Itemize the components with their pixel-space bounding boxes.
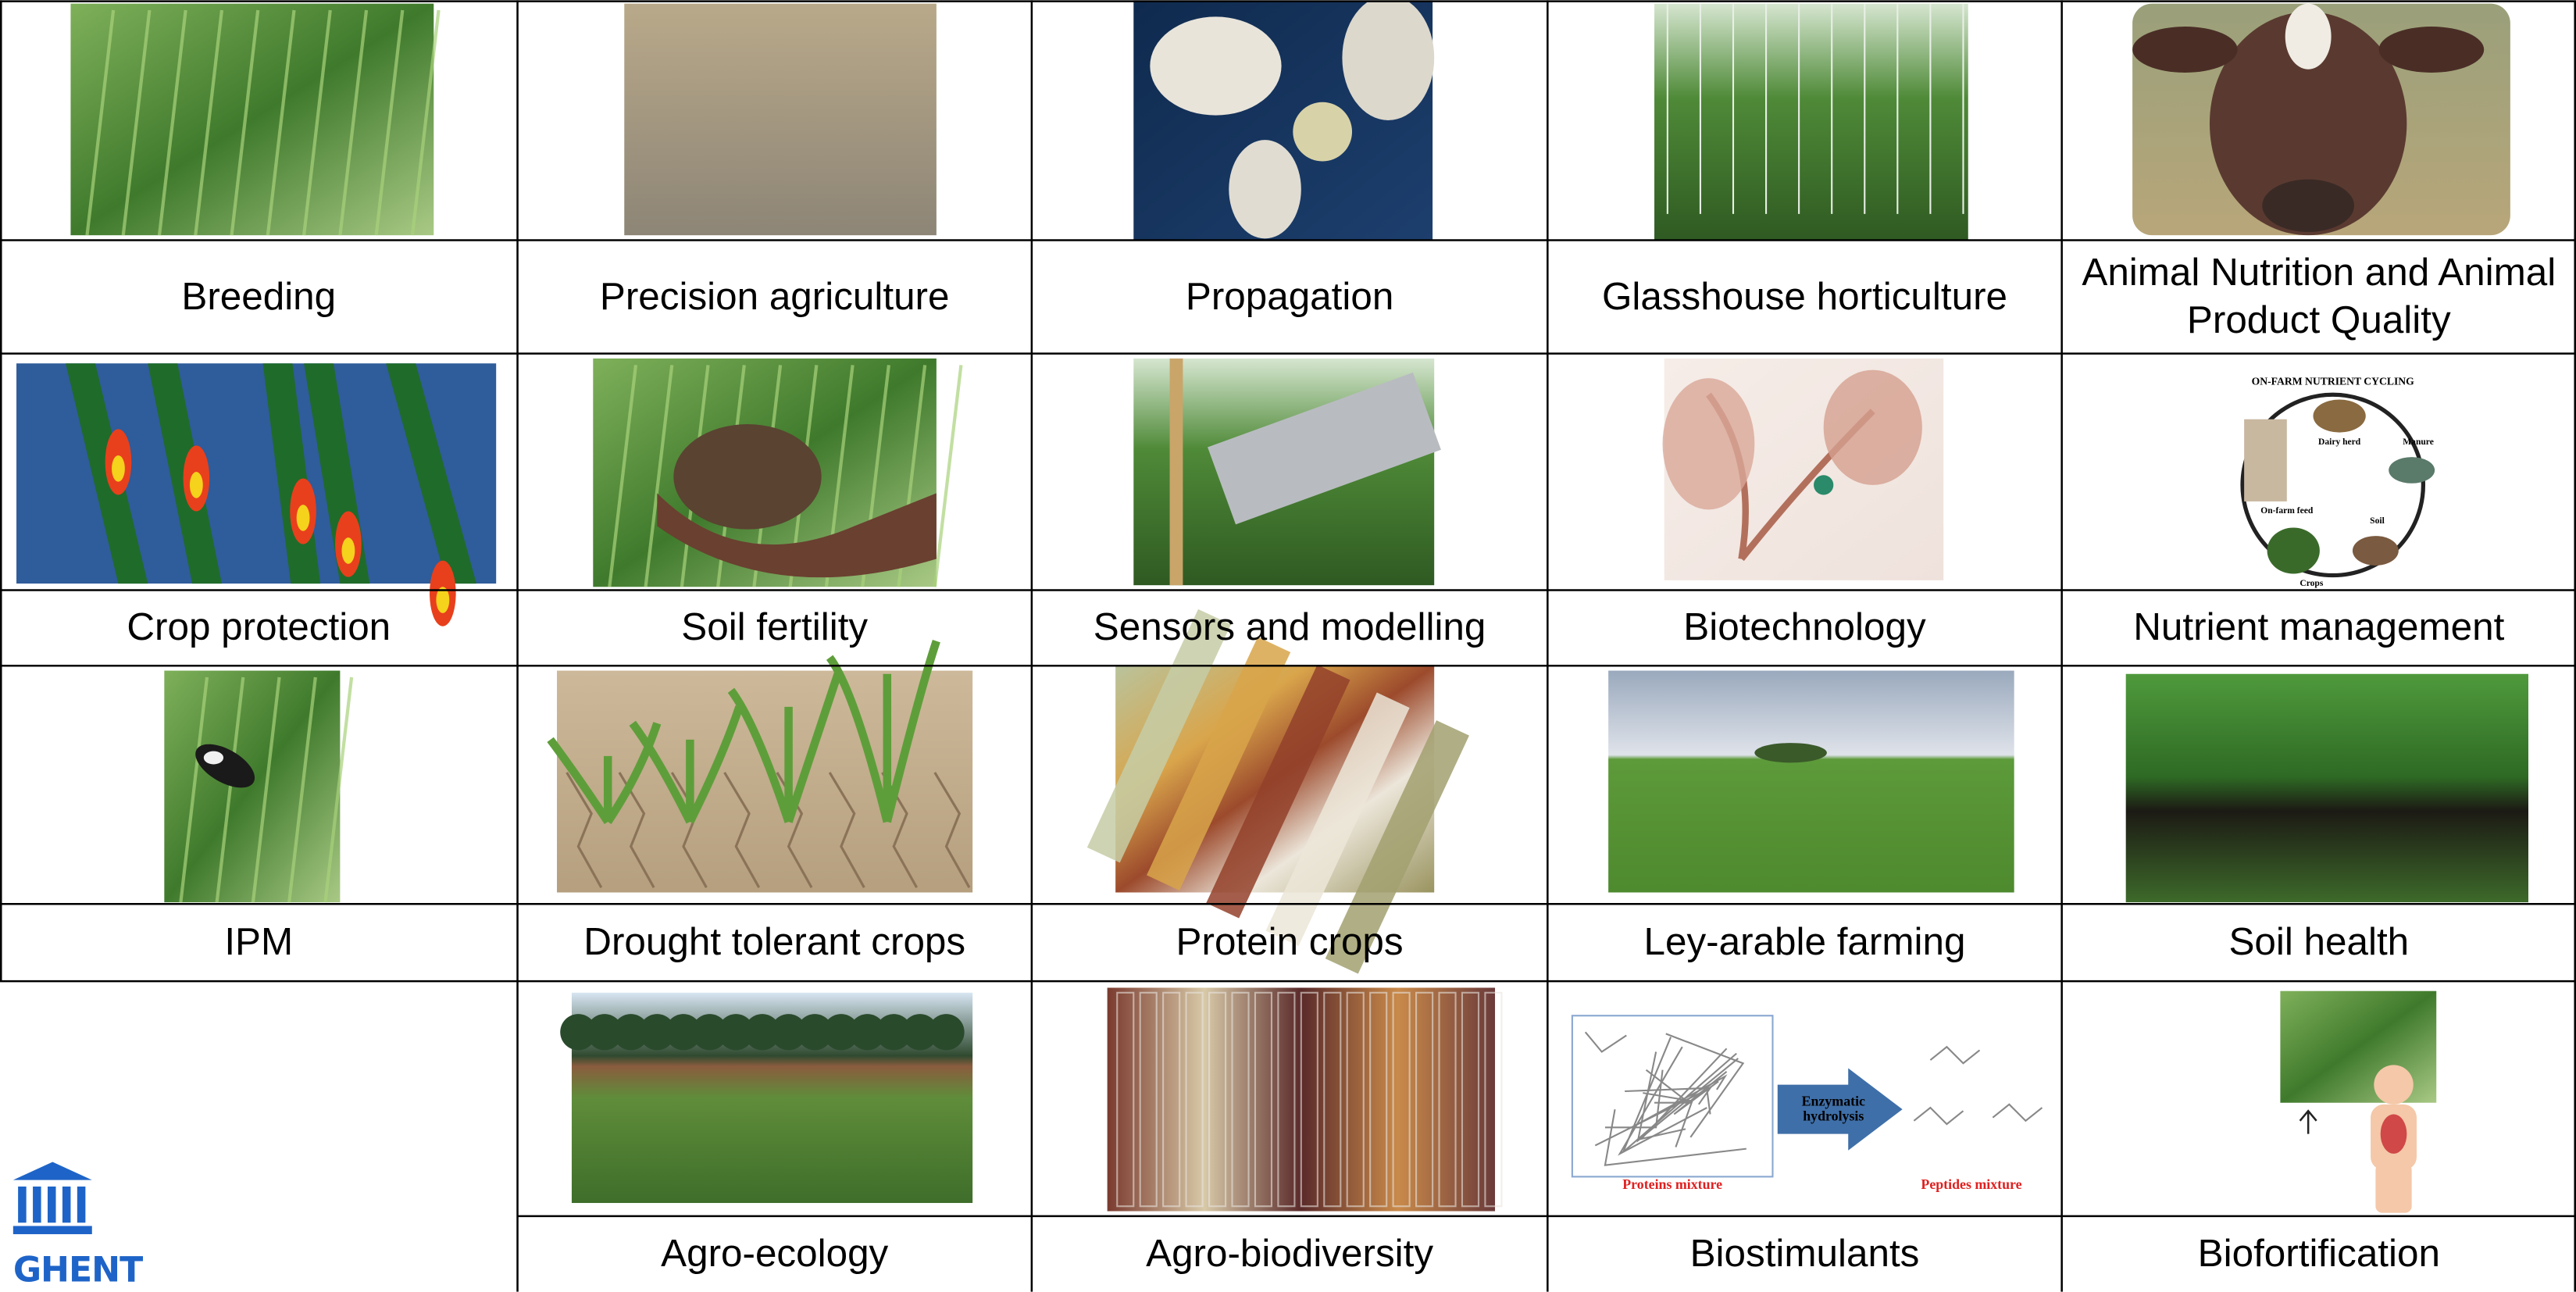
petal <box>1824 370 1922 485</box>
hot-spot-core <box>297 505 310 531</box>
logo-column <box>62 1187 71 1222</box>
stain <box>1814 475 1833 494</box>
photo <box>624 4 937 236</box>
child-head <box>2374 1065 2413 1104</box>
diagram-label: On-farm feed <box>2246 505 2328 516</box>
tile-label: Biostimulants <box>1554 1230 2056 1278</box>
soil-handful <box>673 424 821 530</box>
tile-label: Crop protection <box>6 604 511 652</box>
diagram-label: Dairy herd <box>2299 437 2381 448</box>
callus <box>1293 102 1352 162</box>
tile-label: Precision agriculture <box>524 273 1026 321</box>
tile-label: Agro-ecology <box>524 1230 1026 1278</box>
tree <box>928 1014 964 1050</box>
up-arrow <box>2300 1111 2317 1133</box>
seed <box>1342 0 1434 120</box>
tree-line <box>1754 743 1827 762</box>
manure-icon <box>2389 457 2435 484</box>
photo <box>557 671 972 893</box>
diagram-title: ON-FARM NUTRIENT CYCLING <box>2235 374 2432 387</box>
diagram-label: Proteins mixture <box>1582 1176 1762 1193</box>
page: Breeding Precision agriculturePropagation… <box>0 0 2576 1292</box>
child-legs <box>2375 1164 2411 1213</box>
tile-label: Propagation <box>1038 273 1541 321</box>
photo <box>1654 4 1968 241</box>
tile-label: Protein crops <box>1038 918 1541 966</box>
logo-column <box>18 1187 27 1222</box>
logo-column <box>48 1187 56 1222</box>
diagram-label: Soil <box>2336 516 2418 526</box>
petal <box>1663 378 1755 509</box>
cow-ear <box>2132 27 2238 73</box>
tile-label: Animal Nutrition and Animal Product Qual… <box>2068 248 2570 345</box>
leaf-blade <box>935 365 962 587</box>
cow-ear <box>2379 27 2485 73</box>
hot-spot-core <box>341 537 355 564</box>
tile-label: Ley-arable farming <box>1554 918 2056 966</box>
logo-column <box>77 1187 86 1222</box>
tile-label: Soil health <box>2068 918 2570 966</box>
logo-text: GHENT <box>13 1248 144 1291</box>
seed <box>1150 16 1281 115</box>
silo <box>2244 419 2287 501</box>
crops-icon <box>2267 528 2320 574</box>
photo <box>2126 674 2528 902</box>
peptide-chain <box>1914 1108 1963 1124</box>
cow-muzzle <box>2262 180 2354 232</box>
tile-label: Biofortification <box>2068 1230 2570 1278</box>
tile-label: Nutrient management <box>2068 604 2570 652</box>
logo-base <box>13 1226 92 1234</box>
logo-roof <box>13 1162 92 1180</box>
tile-label: Sensors and modelling <box>1038 604 1541 652</box>
cow-blaze <box>2285 4 2332 70</box>
tile-label: Soil fertility <box>524 604 1026 652</box>
hot-spot-core <box>190 472 203 498</box>
peptide-chain <box>1993 1105 2042 1121</box>
tile-label: Agro-biodiversity <box>1038 1230 1541 1278</box>
seed <box>1229 140 1301 238</box>
logo-column <box>33 1187 41 1222</box>
diagram-label: Manure <box>2377 437 2459 448</box>
photo <box>1608 671 2014 893</box>
protein-box <box>1572 1015 1773 1176</box>
tile-label: Drought tolerant crops <box>524 918 1026 966</box>
soil-icon <box>2353 536 2399 566</box>
tile-label: Breeding <box>6 273 511 321</box>
stake <box>1170 359 1183 585</box>
peptide-chain <box>1930 1047 1979 1063</box>
tile-label: Glasshouse horticulture <box>1554 273 2056 321</box>
tile-label: Biotechnology <box>1554 604 2056 652</box>
hot-spot-core <box>112 455 125 482</box>
organ <box>2381 1114 2407 1153</box>
diagram-step: Enzymatic hydrolysis <box>1796 1094 1871 1124</box>
diagram-label: Crops <box>2271 577 2353 588</box>
diagram-label: Peptides mixture <box>1881 1176 2061 1193</box>
cow-icon <box>2313 400 2365 433</box>
tile-label: IPM <box>6 918 511 966</box>
insect-mark <box>204 751 223 765</box>
